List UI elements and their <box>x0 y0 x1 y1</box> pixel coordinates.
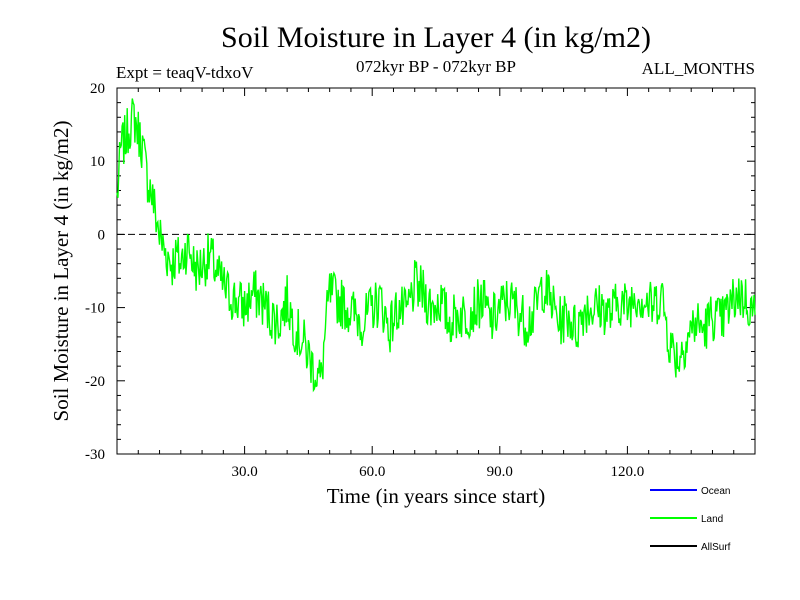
legend: Ocean Land AllSurf <box>650 486 731 553</box>
y-tick-label: 20 <box>90 81 105 97</box>
y-tick-label: -30 <box>85 447 105 463</box>
plot-area: 30.0 60.0 90.0 120.0 -30 -20 -10 0 10 20 <box>85 81 756 480</box>
y-tick-label: 10 <box>90 154 105 170</box>
y-tick-label: 0 <box>98 227 106 243</box>
period-label: 072kyr BP - 072kyr BP <box>356 57 516 76</box>
x-axis-label: Time (in years since start) <box>327 484 546 508</box>
experiment-label: Expt = teaqV-tdxoV <box>116 63 254 82</box>
chart-title: Soil Moisture in Layer 4 (in kg/m2) <box>221 21 651 54</box>
legend-label-land: Land <box>701 514 723 525</box>
y-axis: -30 -20 -10 0 10 20 <box>85 81 755 463</box>
x-tick-label: 120.0 <box>611 464 645 480</box>
y-tick-label: -10 <box>85 301 105 317</box>
x-tick-label: 90.0 <box>487 464 513 480</box>
series-line-land <box>116 98 756 393</box>
x-axis: 30.0 60.0 90.0 120.0 <box>137 88 735 480</box>
x-tick-label: 30.0 <box>231 464 257 480</box>
x-tick-label: 60.0 <box>359 464 385 480</box>
plot-frame <box>116 87 756 455</box>
legend-label-allsurf: AllSurf <box>701 542 731 553</box>
y-axis-label: Soil Moisture in Layer 4 (in kg/m2) <box>49 121 73 422</box>
y-tick-label: -20 <box>85 374 105 390</box>
legend-label-ocean: Ocean <box>701 486 730 497</box>
months-label: ALL_MONTHS <box>642 59 755 78</box>
